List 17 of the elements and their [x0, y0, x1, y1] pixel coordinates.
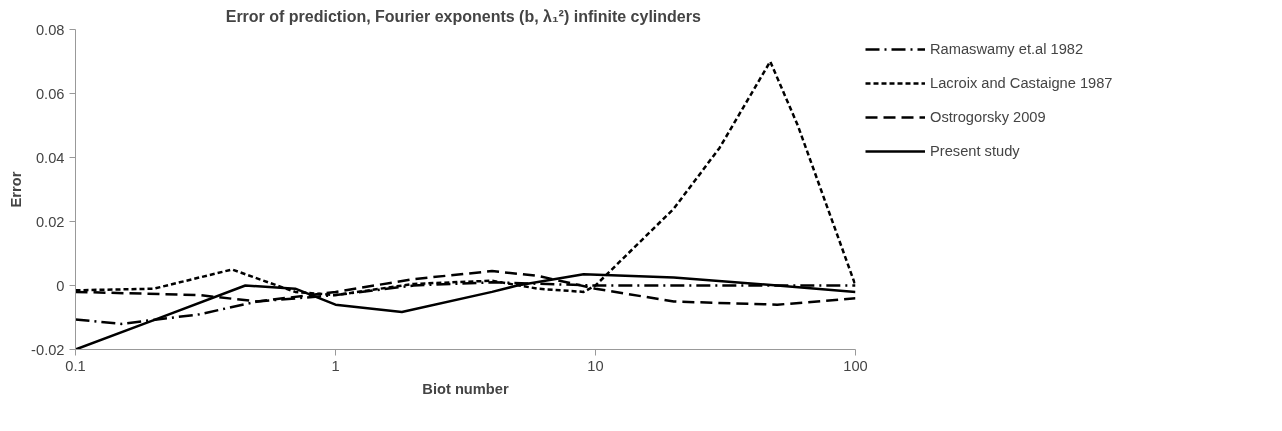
x-tick-label: 0.1 [65, 357, 86, 374]
y-tick-label: 0 [56, 277, 65, 294]
legend-label: Ramaswamy et.al 1982 [930, 41, 1084, 57]
x-tick-label: 100 [843, 357, 868, 374]
chart-title: Error of prediction, Fourier exponents (b, λ₁²) infinite cylinders [225, 7, 701, 25]
y-tick-label: 0.06 [35, 85, 65, 102]
y-tick-label: -0.02 [31, 341, 65, 358]
y-axis-title: Error [7, 171, 24, 208]
legend-label: Lacroix and Castaigne 1987 [930, 75, 1113, 91]
y-tick-label: 0.02 [35, 213, 65, 230]
x-axis-title: Biot number [422, 380, 509, 397]
x-tick-label: 10 [587, 357, 604, 374]
legend-label: Ostrogorsky 2009 [930, 109, 1046, 125]
legend-label: Present study [930, 143, 1020, 159]
y-tick-label: 0.04 [35, 149, 65, 166]
y-tick-label: 0.08 [35, 21, 65, 38]
x-tick-label: 1 [331, 357, 340, 374]
